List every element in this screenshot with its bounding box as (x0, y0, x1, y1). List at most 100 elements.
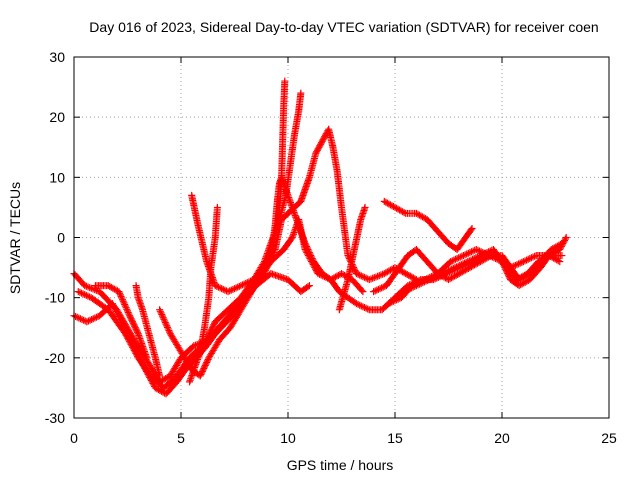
data-point (428, 274, 436, 282)
y-tick-label: 20 (49, 109, 65, 125)
data-point (163, 374, 171, 382)
data-point (550, 254, 558, 262)
data-point (317, 140, 325, 148)
data-point (75, 314, 83, 322)
data-point (475, 258, 483, 266)
data-point (129, 341, 137, 349)
data-point (306, 250, 314, 258)
data-point (454, 262, 462, 270)
data-point (511, 261, 519, 269)
data-point (365, 276, 373, 284)
data-point (362, 274, 370, 282)
data-point (515, 260, 523, 268)
data-point (416, 280, 424, 288)
data-point (199, 366, 207, 374)
data-point (422, 277, 430, 285)
data-point (139, 361, 147, 369)
data-point (516, 259, 524, 267)
data-point (128, 339, 136, 347)
data-point (126, 335, 134, 343)
data-point (432, 273, 440, 281)
data-point (556, 258, 564, 266)
data-point (224, 288, 232, 296)
data-point (339, 270, 347, 278)
data-point (354, 270, 362, 278)
data-point (142, 366, 150, 374)
data-point (202, 360, 210, 368)
data-point (513, 276, 521, 284)
data-point (542, 253, 550, 261)
data-point (561, 235, 569, 243)
data-point (465, 257, 473, 265)
data-point (120, 323, 128, 331)
data-point (485, 248, 493, 256)
data-point (72, 312, 80, 320)
data-point (138, 360, 146, 368)
data-point (448, 257, 456, 265)
data-point (232, 284, 240, 292)
data-point (463, 250, 471, 258)
data-point (383, 268, 391, 276)
data-point (126, 312, 134, 320)
data-point (159, 376, 167, 384)
data-point (214, 283, 222, 291)
data-point (379, 270, 387, 278)
data-point (400, 288, 408, 296)
data-point (454, 270, 462, 278)
data-point (388, 202, 396, 210)
data-point (317, 139, 325, 147)
data-point (120, 299, 128, 307)
data-point (196, 348, 204, 356)
data-point (81, 291, 89, 299)
data-point (313, 146, 321, 154)
data-point (529, 253, 537, 261)
data-point (196, 351, 204, 359)
x-tick-label: 5 (177, 430, 185, 446)
data-point (361, 273, 369, 281)
data-point (190, 342, 198, 350)
data-point (109, 284, 117, 292)
data-point (436, 270, 444, 278)
data-point (386, 266, 394, 274)
data-point (519, 258, 527, 266)
data-point (352, 270, 360, 278)
data-point (163, 323, 171, 331)
data-point (551, 255, 559, 263)
data-point (518, 273, 526, 281)
data-point (192, 341, 200, 349)
data-point (481, 249, 489, 257)
data-point (245, 278, 253, 286)
data-point (451, 272, 459, 280)
data-point (356, 301, 364, 309)
x-tick-label: 15 (387, 430, 403, 446)
data-point (240, 280, 248, 288)
data-point (478, 257, 486, 265)
data-point (396, 206, 404, 214)
data-point (198, 367, 206, 375)
data-point (375, 272, 383, 280)
data-point (130, 342, 138, 350)
data-point (417, 279, 425, 287)
data-point (91, 314, 99, 322)
data-point (83, 318, 91, 326)
data-point (521, 278, 529, 286)
data-point (140, 363, 148, 371)
data-point (338, 270, 345, 278)
data-point (385, 267, 393, 275)
data-point (126, 313, 134, 321)
data-point (77, 289, 85, 297)
data-point (408, 273, 416, 281)
data-point (456, 253, 464, 261)
data-point (89, 315, 97, 323)
series-arc-8 (188, 173, 566, 314)
data-point (88, 315, 96, 323)
data-point (333, 272, 341, 280)
data-point (128, 316, 136, 324)
data-point (135, 354, 143, 362)
data-point (227, 286, 235, 294)
data-point (112, 308, 120, 316)
data-point (472, 260, 480, 268)
data-point (109, 301, 117, 309)
data-point (132, 347, 140, 355)
data-point (206, 328, 214, 336)
